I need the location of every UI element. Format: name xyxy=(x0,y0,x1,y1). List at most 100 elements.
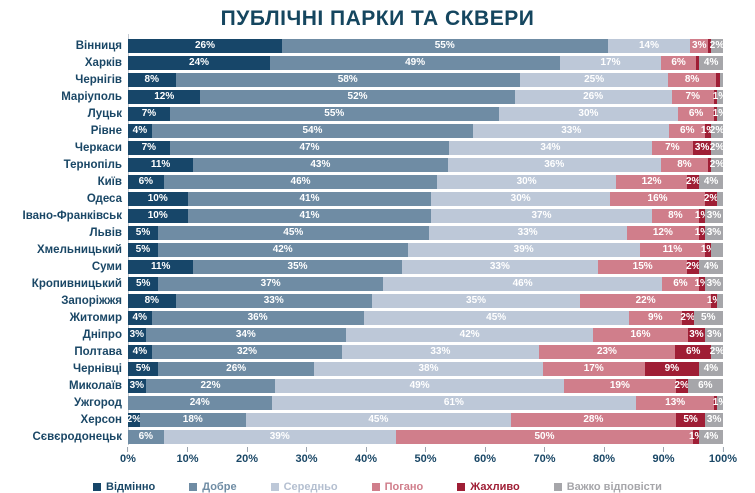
bar-segment-vazhko: 6% xyxy=(687,378,723,393)
bar-segment-pohano: 12% xyxy=(615,174,688,189)
x-axis: 0% 10% 20% 30% 40% 50% 60% 70% 80% 90% 100% xyxy=(120,447,737,473)
segment-value-label: 16% xyxy=(647,192,668,204)
segment-value-label: 46% xyxy=(290,175,311,187)
x-axis-tick: 10% xyxy=(176,447,199,465)
bar-track: 5% 45% 33% 12% 1% 3% xyxy=(128,225,723,240)
segment-value-label: 11% xyxy=(150,260,171,272)
segment-value-label: 2% xyxy=(709,39,725,51)
bar-track: 8% 58% 25% 8% xyxy=(128,72,723,87)
bar-segment-vidminno: 3% xyxy=(128,327,146,342)
segment-value-label: 45% xyxy=(283,226,304,238)
legend-swatch-icon xyxy=(189,483,198,491)
bar-segment-dobre: 22% xyxy=(145,378,276,393)
bar-row: Херсон 2% 18% 45% 28% 5% 3% xyxy=(8,411,723,428)
bar-segment-zhakhlyvo: 1% xyxy=(695,276,709,291)
bar-track: 8% 33% 35% 22% 1% xyxy=(128,293,723,308)
city-label: Полтава xyxy=(74,345,122,358)
bar-segment-dobre: 55% xyxy=(169,106,499,121)
bar-segment-vazhko: 4% xyxy=(699,174,723,189)
city-label: Херсон xyxy=(80,413,122,426)
segment-value-label: 5% xyxy=(135,243,151,255)
bar-segment-seredno: 35% xyxy=(371,293,581,308)
bar-segment-seredno: 33% xyxy=(342,344,539,359)
legend-swatch-icon xyxy=(553,483,562,491)
city-label: Житомир xyxy=(69,311,122,324)
segment-value-label: 41% xyxy=(299,209,320,221)
segment-value-label: 9% xyxy=(648,311,663,323)
x-axis-tick: 80% xyxy=(593,447,615,465)
bar-row: Житомир 4% 36% 45% 9% 2% 5% xyxy=(8,309,723,326)
city-label: Чернігів xyxy=(75,73,122,86)
bar-row: Івано-Франківськ 10% 41% 37% 8% 1% 3% xyxy=(8,207,723,224)
bar-row: Черкаси 7% 47% 34% 7% 3% 2% xyxy=(8,139,724,156)
tick-label: 30% xyxy=(295,453,318,465)
segment-value-label: 12% xyxy=(652,226,673,238)
city-label: Луцьк xyxy=(87,107,122,120)
city-label: Харків xyxy=(84,56,122,69)
bar-track: 3% 22% 49% 19% 2% 6% xyxy=(128,378,723,393)
bar-segment-vidminno: 10% xyxy=(128,208,188,223)
bar-segment-pohano: 6% xyxy=(678,106,714,121)
segment-value-label: 32% xyxy=(236,345,257,357)
bar-segment-vidminno: 6% xyxy=(128,174,164,189)
segment-value-label: 8% xyxy=(144,73,159,85)
segment-value-label: 35% xyxy=(287,260,308,272)
bar-segment-vidminno: 5% xyxy=(128,361,159,376)
bar-segment-zhakhlyvo xyxy=(714,106,717,121)
segment-value-label: 33% xyxy=(263,294,284,306)
bar-segment-pohano: 9% xyxy=(628,310,682,325)
bar-row: Дніпро 3% 34% 42% 16% 3% 3% xyxy=(8,326,723,343)
bar-segment-dobre: 52% xyxy=(200,89,515,104)
segment-value-label: 9% xyxy=(664,362,680,374)
tick-label: 60% xyxy=(473,453,497,465)
bar-segment-zhakhlyvo xyxy=(715,72,720,87)
segment-value-label: 47% xyxy=(299,141,320,153)
city-label: Дніпро xyxy=(82,328,122,341)
bar-track: 24% 61% 13% 1% xyxy=(128,395,727,410)
segment-value-label: 6% xyxy=(673,277,688,289)
bar-segment-zhakhlyvo xyxy=(696,55,700,70)
tick-mark-icon xyxy=(425,447,426,452)
segment-value-label: 3% xyxy=(706,209,722,221)
segment-value-label: 6% xyxy=(685,345,701,357)
tick-label: 20% xyxy=(235,453,259,465)
tick-label: 80% xyxy=(592,453,616,465)
bar-row: Одеса 10% 41% 30% 16% 2% xyxy=(8,190,723,207)
segment-value-label: 4% xyxy=(703,175,719,187)
bar-segment-dobre: 42% xyxy=(157,242,408,257)
bar-segment-vazhko: 1% xyxy=(713,89,727,104)
city-label: Одеса xyxy=(86,192,122,205)
segment-value-label: 37% xyxy=(531,209,552,221)
bar-track: 7% 55% 30% 6% 1% xyxy=(128,106,727,121)
city-label: Івано-Франківськ xyxy=(22,209,122,222)
x-axis-tick: 60% xyxy=(474,447,496,465)
bar-segment-pohano: 8% xyxy=(651,208,700,223)
bar-row: Київ 6% 46% 30% 12% 2% 4% xyxy=(8,173,723,190)
segment-value-label: 26% xyxy=(194,39,215,51)
segment-value-label: 6% xyxy=(138,175,154,187)
bar-segment-vidminno: 11% xyxy=(128,157,194,172)
tick-mark-icon xyxy=(127,447,129,452)
segment-value-label: 1% xyxy=(700,124,716,136)
bar-track: 4% 54% 33% 6% 1% 2% xyxy=(128,123,724,138)
bar-row: Запоріжжя 8% 33% 35% 22% 1% xyxy=(8,292,723,309)
legend-item-vazhko: Важко відповісти xyxy=(553,481,662,493)
segment-value-label: 8% xyxy=(144,294,160,306)
segment-value-label: 3% xyxy=(129,328,145,340)
bar-segment-vazhko: 3% xyxy=(704,225,723,240)
bar-segment-dobre: 54% xyxy=(151,123,474,138)
bar-segment-zhakhlyvo: 2% xyxy=(680,310,695,325)
bar-segment-dobre: 49% xyxy=(270,55,561,70)
segment-value-label: 61% xyxy=(443,396,464,408)
bar-segment-vidminno: 7% xyxy=(128,140,170,155)
x-axis-tick: 20% xyxy=(236,447,258,465)
bar-segment-dobre: 47% xyxy=(169,140,450,155)
bar-segment-dobre: 41% xyxy=(187,208,432,223)
segment-value-label: 41% xyxy=(299,192,320,204)
bar-segment-dobre: 18% xyxy=(139,412,246,427)
bar-segment-pohano: 22% xyxy=(580,293,712,308)
tick-label: 10% xyxy=(176,453,199,465)
bar-track: 2% 18% 45% 28% 5% 3% xyxy=(127,412,723,427)
bar-segment-seredno: 17% xyxy=(560,55,661,70)
tick-label: 70% xyxy=(533,453,556,465)
